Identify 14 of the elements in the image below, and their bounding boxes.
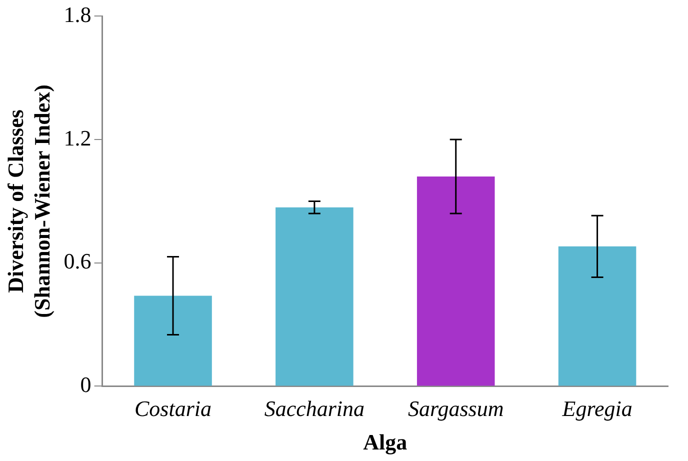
- bar: [276, 207, 354, 386]
- bar: [416, 176, 495, 386]
- y-axis-title: Diversity of Classes (Shannon-Wiener Index): [2, 84, 54, 318]
- y-tick-label: 0: [80, 372, 92, 397]
- x-tick-label: Saccharina: [264, 396, 365, 422]
- bar: [134, 296, 212, 386]
- x-tick-label: Costaria: [134, 396, 212, 422]
- x-tick-label: Sargassum: [408, 396, 504, 422]
- y-tick-label: 1.2: [64, 125, 92, 150]
- x-tick-label: Egregia: [561, 396, 632, 422]
- x-axis-title: Alga: [363, 429, 408, 454]
- y-tick-label: 1.8: [64, 2, 92, 27]
- y-tick-label: 0.6: [64, 248, 92, 274]
- bar: [558, 246, 636, 386]
